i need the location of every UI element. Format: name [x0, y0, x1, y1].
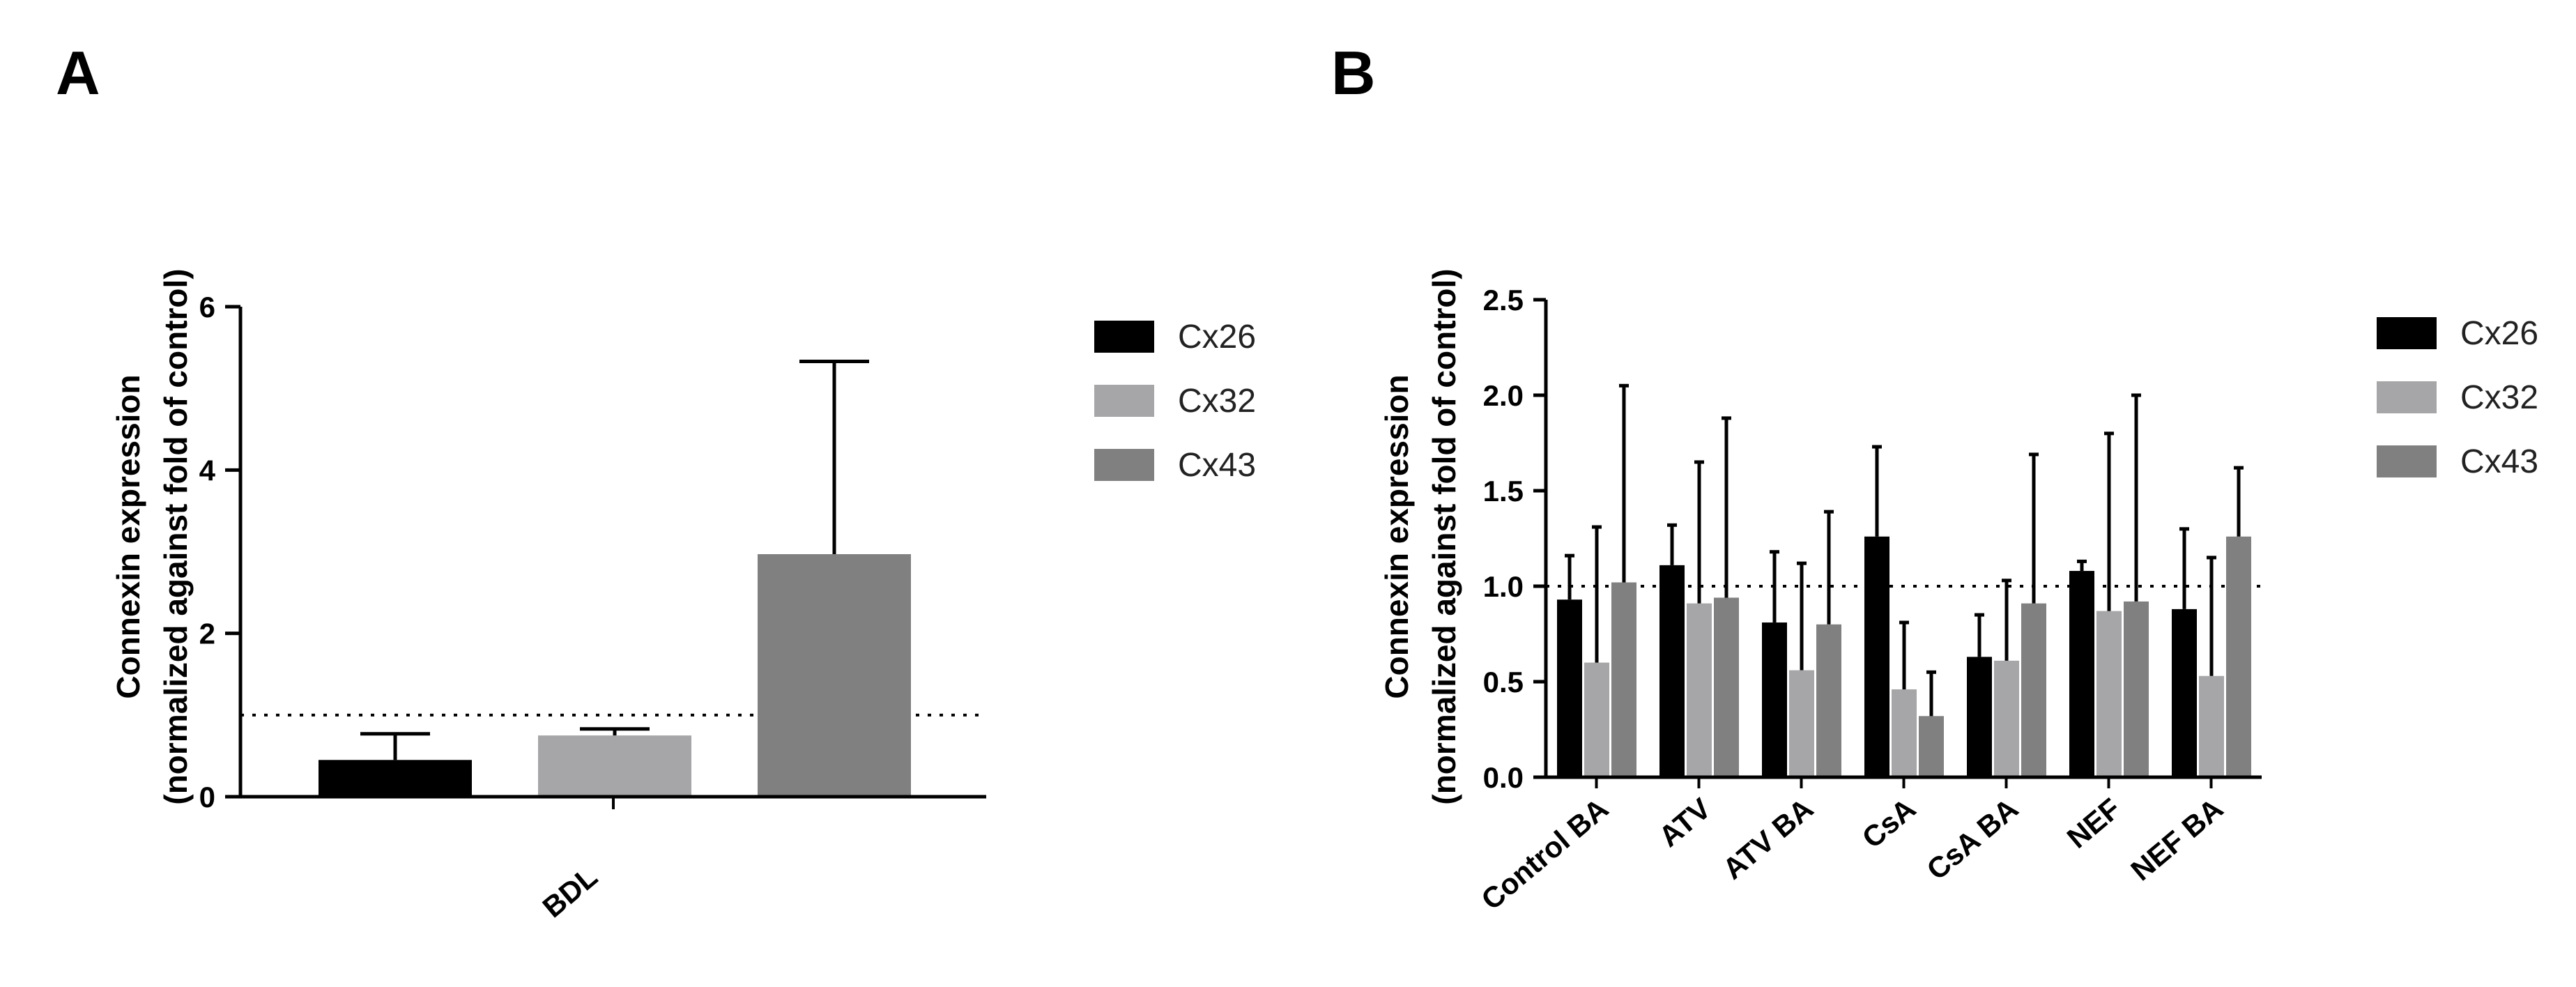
panel-b-category-label-1: ATV [1653, 792, 1717, 853]
panel-b-category-label-0: Control BA [1475, 792, 1614, 916]
panel-b-y-tick-label-5: 2.5 [1483, 284, 1524, 316]
panel-b-category-label-4: CsA BA [1920, 792, 2024, 887]
panel-a-chart: Connexin expression (normalized against … [110, 268, 1256, 924]
panel-b-category-label-5: NEF [2061, 792, 2127, 855]
panel-a-category-label: BDL [536, 860, 603, 924]
panel-a-y-axis-title-line2: (normalized against fold of control) [158, 268, 194, 804]
panel-b-bar-cx26-6 [2172, 609, 2197, 777]
panel-b-bar-cx43-4 [2021, 603, 2046, 777]
panel-b-legend-swatch-cx26 [2377, 317, 2437, 349]
panel-b-bar-cx43-2 [1816, 624, 1841, 777]
panel-b-chart: Connexin expression (normalized against … [1379, 268, 2538, 916]
panel-b-bar-cx32-6 [2199, 675, 2224, 777]
panel-b-bar-cx26-2 [1762, 622, 1787, 777]
panel-b-legend-swatch-cx43 [2377, 445, 2437, 477]
panel-b-legend-swatch-cx32 [2377, 381, 2437, 413]
panel-b-bar-cx43-1 [1714, 597, 1739, 777]
panel-b-category-label-6: NEF BA [2124, 792, 2229, 887]
panel-b-bar-cx43-5 [2124, 601, 2149, 777]
panel-b-bar-cx43-6 [2226, 536, 2251, 777]
panel-a-y-tick-label-1: 2 [199, 618, 215, 650]
panel-b-y-tick-label-3: 1.5 [1483, 475, 1524, 507]
panel-b-bar-cx32-5 [2096, 611, 2122, 777]
panel-b-bar-cx43-0 [1611, 582, 1636, 777]
panel-a-legend-label-cx32: Cx32 [1178, 383, 1256, 420]
panel-b-bar-cx26-1 [1659, 565, 1685, 777]
panel-b-legend-label-cx26: Cx26 [2460, 315, 2538, 352]
panel-b-label: B [1331, 38, 1376, 107]
panel-a-bar-cx26-0 [319, 760, 472, 797]
panel-b-y-axis-title-line1: Connexin expression [1379, 374, 1415, 698]
panel-a-legend-label-cx26: Cx26 [1178, 319, 1256, 355]
panel-a-y-axis-title-line1: Connexin expression [110, 374, 146, 698]
panel-b-y-axis-title-line2: (normalized against fold of control) [1426, 268, 1462, 804]
panel-b-bar-cx26-0 [1557, 599, 1582, 777]
panel-a-legend-swatch-cx26 [1094, 321, 1154, 353]
panel-a-y-tick-label-2: 4 [199, 454, 216, 487]
panel-b-legend-label-cx32: Cx32 [2460, 379, 2538, 416]
panel-b-bar-cx26-3 [1864, 536, 1889, 777]
panel-a-y-axis-title: Connexin expression (normalized against … [110, 268, 194, 804]
panel-a-bar-cx32-0 [538, 735, 691, 797]
panel-b-bar-cx32-0 [1584, 662, 1609, 777]
panel-b-category-label-3: CsA [1856, 792, 1922, 855]
panel-b-y-tick-label-1: 0.5 [1483, 666, 1524, 698]
panel-b-bar-cx32-1 [1687, 603, 1712, 777]
panel-a-y-tick-label-3: 6 [199, 291, 215, 323]
panel-b-bar-cx32-4 [1994, 660, 2019, 777]
panel-a-y-tick-label-0: 0 [199, 781, 215, 813]
panel-b-legend-label-cx43: Cx43 [2460, 443, 2538, 480]
panel-b-bar-cx32-3 [1892, 689, 1917, 777]
panel-b-y-tick-label-2: 1.0 [1483, 570, 1524, 603]
panel-a-legend-label-cx43: Cx43 [1178, 447, 1256, 484]
panel-b-y-tick-label-4: 2.0 [1483, 379, 1524, 412]
panel-b-bar-cx26-5 [2069, 571, 2094, 777]
panel-b-y-tick-label-0: 0.0 [1483, 761, 1524, 794]
panel-a-legend-swatch-cx43 [1094, 449, 1154, 481]
panel-a-legend-swatch-cx32 [1094, 385, 1154, 417]
panel-a-label: A [56, 38, 100, 107]
panel-b-bar-cx26-4 [1967, 657, 1992, 777]
panel-b-bar-cx43-3 [1919, 716, 1944, 777]
panel-a-bar-cx43-0 [758, 554, 911, 797]
panel-b-bar-cx32-2 [1789, 670, 1814, 777]
panel-b-y-axis-title: Connexin expression (normalized against … [1379, 268, 1462, 804]
panel-b-category-label-2: ATV BA [1717, 792, 1820, 885]
